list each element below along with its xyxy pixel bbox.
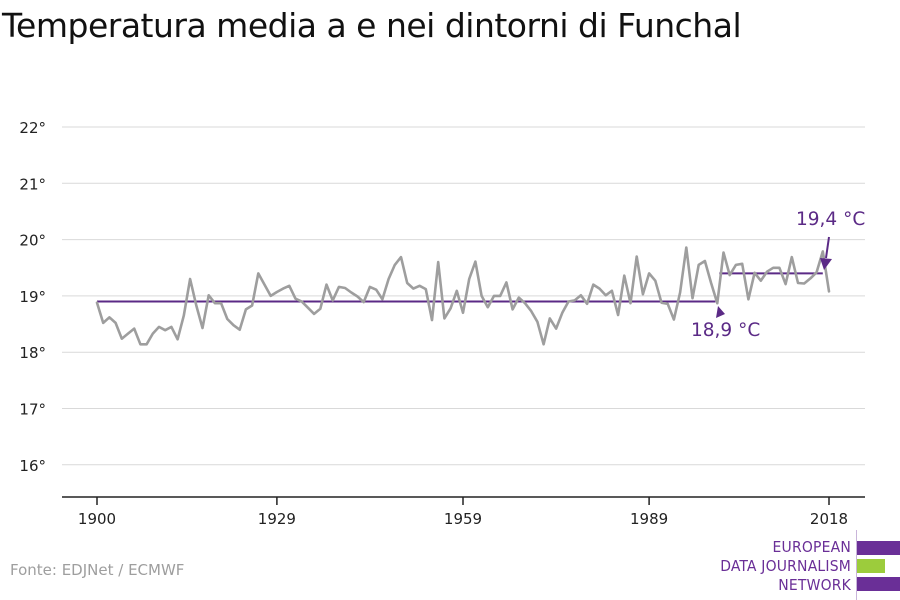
logo-bar-top [857,541,900,555]
chart-title: Temperatura media a e nei dintorni di Fu… [2,6,742,45]
y-tick-label: 18° [19,344,46,362]
logo-bar-bottom [857,577,900,591]
logo-text: EUROPEAN DATA JOURNALISM NETWORK [720,538,851,595]
logo-line-1: EUROPEAN [772,538,851,556]
x-tick-label: 1929 [258,510,296,528]
x-tick-label: 2018 [810,510,848,528]
annotation-arrow-2 [820,258,832,270]
y-tick-label: 17° [19,401,46,419]
average-annotations: 18,9 °C 19,4 °C [691,209,865,341]
edjnet-logo: EUROPEAN DATA JOURNALISM NETWORK [700,530,900,600]
x-tick-label: 1959 [444,510,482,528]
average-label-1: 18,9 °C [691,320,760,341]
series-line-1 [95,246,831,346]
average-label-2: 19,4 °C [796,209,865,230]
y-axis-tick-labels: 16° 17° 18° 19° 20° 21° 22° [19,119,46,475]
y-tick-label: 20° [19,232,46,250]
annotation-leader-2 [825,236,830,259]
y-tick-label: 19° [19,288,46,306]
annotation-arrow-1 [716,306,725,318]
y-tick-label: 16° [19,457,46,475]
gridlines [62,126,865,466]
source-note: Fonte: EDJNet / ECMWF [10,561,185,579]
average-lines [97,272,823,303]
logo-line-2: DATA JOURNALISM [720,557,851,575]
logo-bar-middle [857,559,885,573]
x-tick-label: 1900 [78,510,116,528]
y-tick-label: 21° [19,175,46,193]
logo-line-3: NETWORK [778,576,851,594]
x-tick-label: 1989 [630,510,668,528]
logo-divider [856,530,857,600]
series-layer [95,246,831,346]
y-tick-label: 22° [19,119,46,137]
x-axis: 1900 1929 1959 1989 2018 [62,496,865,528]
